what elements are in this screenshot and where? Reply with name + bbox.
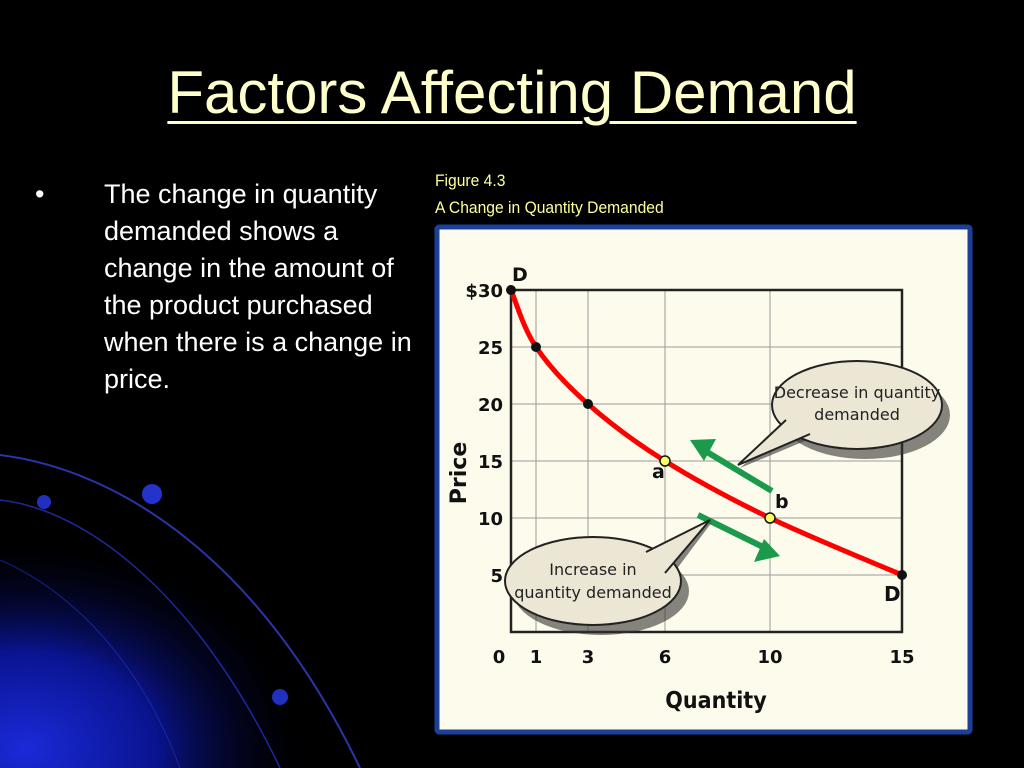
point-label-a: a xyxy=(652,461,665,483)
curve-label-start: D xyxy=(512,264,528,286)
bullet-item: • The change in quantity demanded shows … xyxy=(35,176,415,398)
y-tick-label: $30 xyxy=(465,281,503,302)
point-label-b: b xyxy=(775,491,789,513)
y-tick-label: 15 xyxy=(478,452,503,473)
highlight-point xyxy=(764,512,776,524)
callout-decrease: Decrease in quantity demanded xyxy=(737,360,950,468)
x-tick-label: 0 xyxy=(493,647,506,668)
y-tick-label: 5 xyxy=(490,566,503,587)
data-point xyxy=(506,285,516,295)
figure-number: Figure 4.3 xyxy=(435,171,506,190)
data-point xyxy=(531,342,541,352)
callout-increase-line-2: quantity demanded xyxy=(514,583,671,602)
x-axis-label: Quantity xyxy=(665,688,766,714)
figure-title: A Change in Quantity Demanded xyxy=(435,198,664,217)
data-points xyxy=(506,285,907,580)
x-tick-label: 3 xyxy=(582,647,595,668)
data-point xyxy=(583,399,593,409)
x-tick-label: 10 xyxy=(757,647,782,668)
y-tick-label: 10 xyxy=(478,509,503,530)
callout-increase: Increase in quantity demanded xyxy=(504,519,712,635)
callout-decrease-line-1: Decrease in quantity xyxy=(774,383,940,402)
tick-labels: 0 1 3 6 10 15 $30 25 20 15 10 5 xyxy=(465,281,914,668)
x-tick-label: 6 xyxy=(659,647,672,668)
highlight-point xyxy=(659,455,671,467)
plot-border xyxy=(509,288,904,634)
bullet-marker: • xyxy=(35,179,45,209)
bullet-list: • The change in quantity demanded shows … xyxy=(35,176,415,398)
x-tick-label: 15 xyxy=(889,647,914,668)
bullet-text: The change in quantity demanded shows a … xyxy=(104,179,412,394)
y-axis-label: Price xyxy=(447,442,472,504)
green-arrow-up-left xyxy=(690,439,774,494)
x-tick-label: 1 xyxy=(530,647,543,668)
y-tick-label: 20 xyxy=(478,395,503,416)
slide-title: Factors Affecting Demand xyxy=(167,59,857,126)
callout-increase-line-1: Increase in xyxy=(549,560,636,579)
data-point xyxy=(897,570,907,580)
callout-decrease-line-2: demanded xyxy=(814,405,900,424)
curve-label-end: D xyxy=(884,582,901,606)
y-tick-label: 25 xyxy=(478,338,503,359)
